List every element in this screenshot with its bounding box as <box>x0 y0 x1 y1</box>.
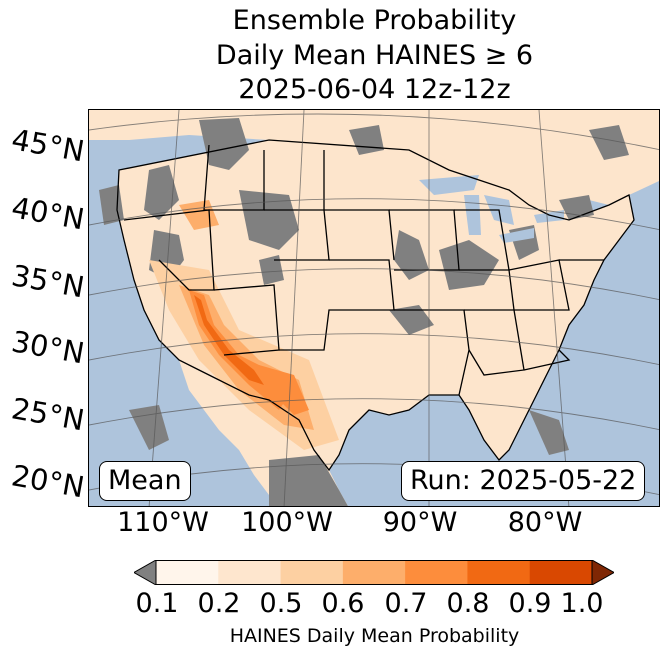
run-label-box: Run: 2025-05-22 <box>401 461 646 501</box>
title-line-1: Ensemble Probability <box>232 5 517 36</box>
title-line-2: Daily Mean HAINES ≥ 6 <box>215 40 534 71</box>
lat-label-35: 35°N <box>9 258 87 305</box>
colorbar-segment <box>467 560 531 585</box>
lat-label-30: 30°N <box>9 324 87 371</box>
probability-map: Mean Run: 2025-05-22 <box>88 109 660 507</box>
colorbar-segments <box>156 560 593 585</box>
colorbar-segment <box>342 560 406 585</box>
colorbar-segment <box>405 560 468 585</box>
high-probability-regions <box>149 200 339 450</box>
lon-label-110: 110°W <box>117 507 209 538</box>
mean-label-box: Mean <box>99 461 191 501</box>
colorbar-tick: 0.2 <box>197 588 241 619</box>
colorbar-tick: 0.1 <box>135 588 179 619</box>
colorbar-tick: 0.5 <box>259 588 303 619</box>
state-boundaries <box>116 139 635 472</box>
colorbar-tick: 0.8 <box>446 588 490 619</box>
lon-label-80: 80°W <box>507 507 583 538</box>
colorbar-segment <box>280 560 344 585</box>
colorbar-segment <box>529 560 593 585</box>
lat-label-25: 25°N <box>9 391 87 438</box>
colorbar <box>134 560 614 585</box>
colorbar-outline <box>155 560 593 585</box>
lon-label-100: 100°W <box>241 507 333 538</box>
colorbar-label: HAINES Daily Mean Probability <box>229 625 520 647</box>
lat-label-40: 40°N <box>9 190 87 237</box>
lat-label-20: 20°N <box>9 458 87 505</box>
colorbar-segment <box>218 560 282 585</box>
colorbar-tick: 1.0 <box>560 588 604 619</box>
colorbar-over-arrow <box>591 560 614 585</box>
great-lakes <box>419 175 564 243</box>
colorbar-tick: 0.6 <box>321 588 365 619</box>
colorbar-segment <box>156 560 219 585</box>
colorbar-tick: 0.7 <box>384 588 428 619</box>
colorbar-tick: 0.9 <box>508 588 552 619</box>
colorbar-under-arrow <box>134 560 157 585</box>
map-canvas <box>89 110 659 506</box>
title-line-3: 2025-06-04 12z-12z <box>238 74 511 105</box>
lat-label-45: 45°N <box>9 122 87 169</box>
lon-label-90: 90°W <box>382 507 458 538</box>
